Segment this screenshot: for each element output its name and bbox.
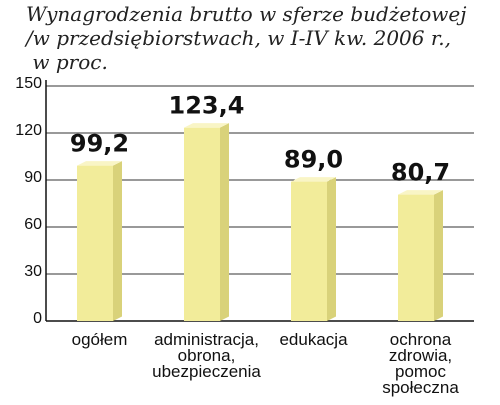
- chart-title-line-2: /w przedsiębiorstwach, w I-IV kw. 2006 r…: [26, 26, 451, 50]
- x-tick-label: administracja,: [154, 330, 259, 349]
- bar: [291, 181, 327, 321]
- y-tick-label: 60: [24, 216, 42, 233]
- bar-side: [113, 161, 122, 321]
- x-tick-label: ogółem: [72, 330, 128, 349]
- x-tick-label: ochrona: [390, 330, 452, 349]
- x-tick-label: zdrowia,: [389, 346, 452, 365]
- bar-top: [398, 190, 443, 195]
- x-tick-label: społeczna: [382, 378, 459, 397]
- chart-title: Wynagrodzenia brutto w sferze budżetowej…: [26, 2, 500, 74]
- bar-side: [220, 123, 229, 321]
- bar-top: [77, 161, 122, 166]
- y-tick-label: 120: [15, 122, 42, 139]
- bar: [398, 194, 434, 321]
- chart-title-line-1: Wynagrodzenia brutto w sferze budżetowej: [26, 2, 467, 26]
- bar-side: [434, 190, 443, 321]
- data-label: 80,7: [391, 159, 450, 187]
- y-tick-label: 90: [24, 169, 42, 186]
- bar-side: [327, 177, 336, 321]
- x-tick-label: ubezpieczenia: [152, 362, 261, 381]
- data-label: 123,4: [169, 92, 245, 120]
- y-tick-label: 150: [15, 75, 42, 92]
- bar: [184, 127, 220, 321]
- data-label: 89,0: [284, 146, 343, 174]
- bar: [77, 165, 113, 321]
- x-tick-label: edukacja: [279, 330, 348, 349]
- x-tick-label: pomoc: [395, 362, 447, 381]
- data-label: 99,2: [70, 130, 129, 158]
- y-tick-label: 30: [24, 263, 42, 280]
- y-tick-label: 0: [33, 310, 42, 327]
- chart-title-line-3: w proc.: [26, 50, 108, 74]
- bar-top: [291, 177, 336, 182]
- x-tick-label: obrona,: [178, 346, 236, 365]
- bar-top: [184, 123, 229, 128]
